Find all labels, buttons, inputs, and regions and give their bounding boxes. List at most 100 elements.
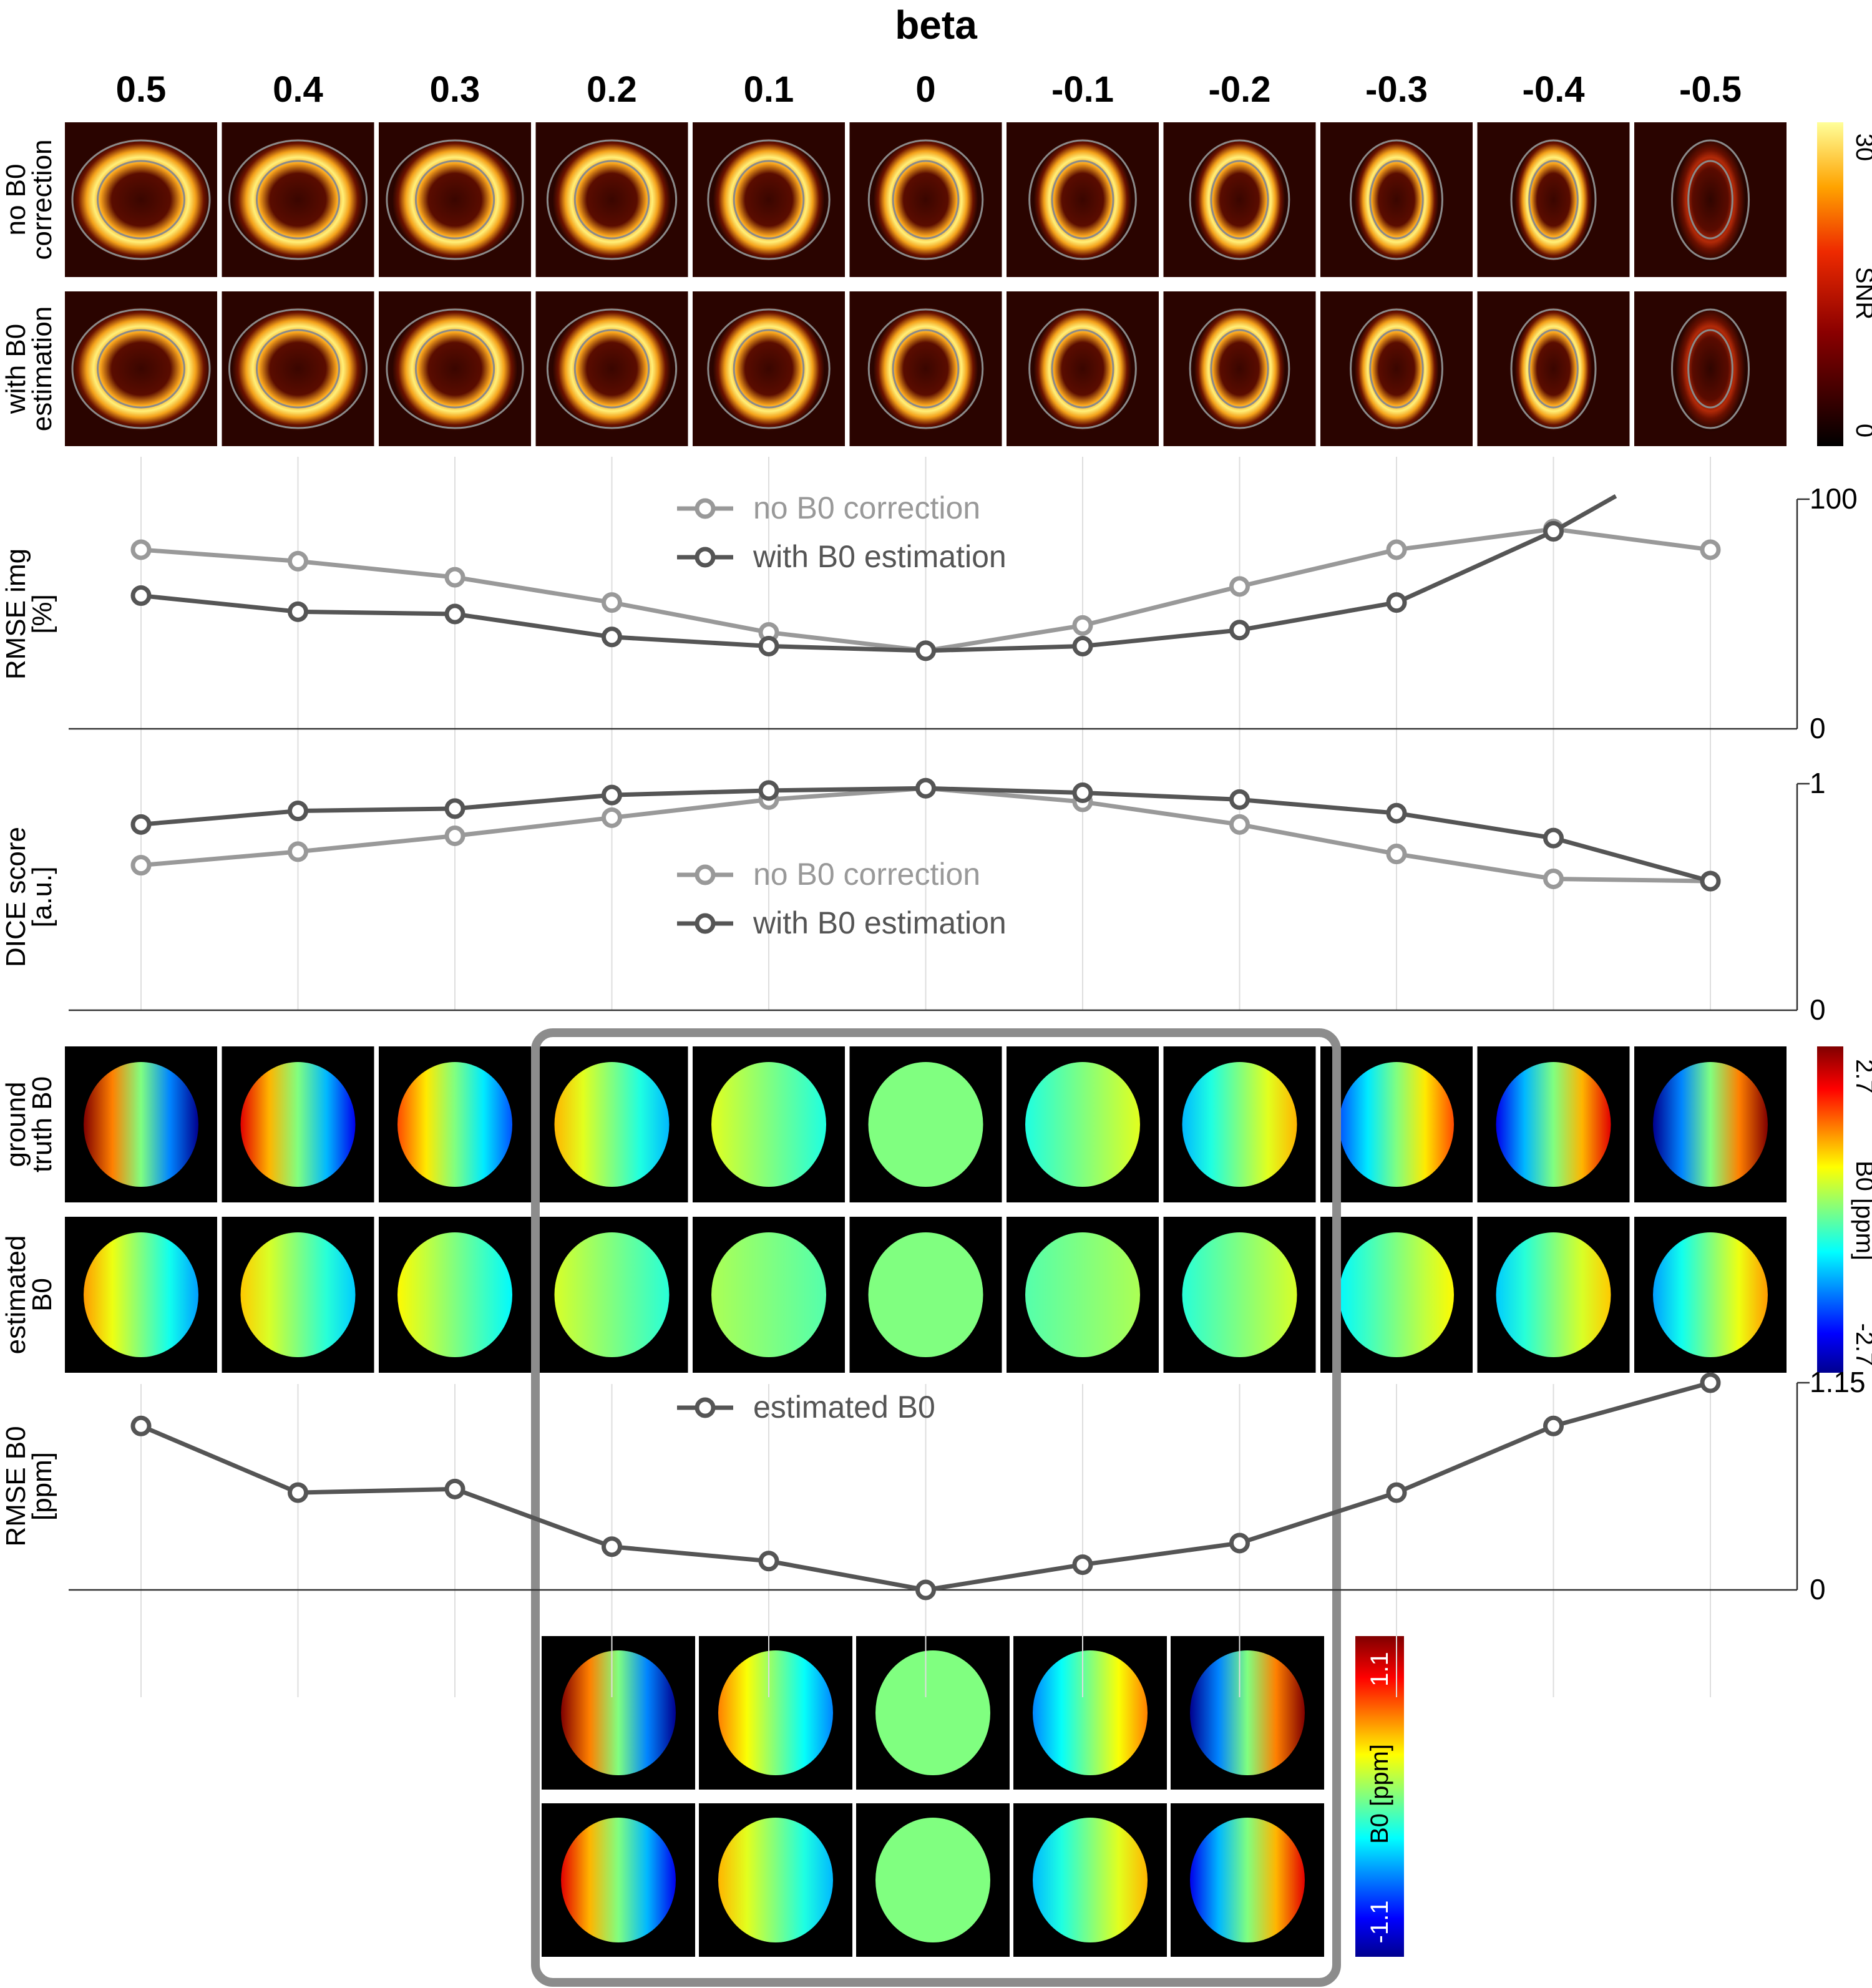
myocardium-contour: [1528, 329, 1579, 409]
outer-contour: [867, 139, 984, 260]
zoom-b0-disk: [875, 1818, 990, 1942]
b0-colorbar-min: -2.7: [1851, 1323, 1872, 1367]
outer-contour: [707, 139, 831, 260]
outer-contour: [1510, 139, 1597, 260]
legend-marker: [695, 498, 716, 519]
zoom-colorbar-min: -1.1: [1366, 1901, 1393, 1944]
beta-value-label: 0.5: [116, 69, 167, 110]
b0-disk: [1496, 1232, 1611, 1357]
legend-label: with B0 estimation: [753, 905, 1007, 940]
zoom-b0-disk: [718, 1818, 833, 1942]
data-point: [602, 592, 622, 613]
y-tick-label: 0: [1810, 1573, 1826, 1606]
y-tick-label: 0: [1810, 712, 1826, 744]
myocardium-contour: [1369, 329, 1424, 409]
data-point: [444, 798, 466, 819]
y-tick-label: 1.15: [1810, 1366, 1866, 1398]
data-point: [130, 855, 152, 876]
myocardium-contour: [573, 160, 650, 240]
beta-value-label: -0.3: [1365, 69, 1428, 110]
snr-colorbar: [1817, 122, 1843, 446]
data-point: [1229, 620, 1250, 641]
snr-ring: [392, 137, 518, 262]
data-point: [758, 636, 779, 657]
y-axis-label-line1: RMSE img: [1, 548, 31, 680]
y-tick-label: 0: [1810, 993, 1826, 1026]
b0-disk: [868, 1232, 983, 1357]
outer-contour: [546, 139, 678, 260]
b0-disk: [1496, 1062, 1611, 1187]
data-point: [444, 603, 466, 625]
b0-disk: [711, 1062, 826, 1187]
beta-value-label: 0.1: [744, 69, 794, 110]
b0-disk: [711, 1232, 826, 1357]
zoom-b0-disk: [561, 1818, 676, 1942]
snr-ring: [713, 137, 825, 262]
myocardium-contour: [1210, 160, 1269, 240]
outer-contour: [1028, 308, 1137, 429]
legend-label: no B0 correction: [753, 490, 980, 525]
myocardium-contour: [414, 160, 495, 240]
row-label-line2: correction: [27, 139, 57, 260]
b0-disk: [84, 1232, 198, 1357]
outer-contour: [228, 139, 368, 260]
data-point: [1072, 782, 1093, 804]
myocardium-contour: [1528, 160, 1579, 240]
zoom-b0-disk: [1033, 1650, 1148, 1775]
outer-contour: [71, 139, 211, 260]
beta-value-label: 0: [915, 69, 935, 110]
zoom-b0-disk: [561, 1650, 676, 1775]
row-label-line1: with B0: [1, 324, 31, 414]
outer-contour: [1350, 139, 1443, 260]
b0-disk: [554, 1062, 670, 1187]
data-point: [288, 550, 308, 572]
data-point: [288, 601, 308, 622]
myocardium-contour: [892, 329, 960, 409]
y-axis-label-line1: DICE score: [1, 827, 31, 967]
beta-title: beta: [895, 2, 977, 47]
row-label-line1: no B0: [1, 164, 31, 236]
legend-marker: [695, 913, 716, 934]
myocardium-contour: [1051, 160, 1114, 240]
outer-contour: [1350, 308, 1443, 429]
myocardium-contour: [573, 329, 650, 409]
b0-disk: [397, 1062, 512, 1187]
b0-disk: [240, 1062, 356, 1187]
data-point: [130, 1415, 152, 1436]
snr-ring: [873, 137, 978, 262]
outer-contour: [71, 308, 211, 429]
beta-value-label: -0.1: [1051, 69, 1114, 110]
data-point: [915, 1579, 936, 1601]
row-label-line2: truth B0: [27, 1076, 57, 1172]
outer-contour: [1028, 139, 1137, 260]
data-point: [602, 1536, 622, 1557]
outer-contour: [1670, 308, 1750, 429]
b0-disk: [1182, 1232, 1297, 1357]
data-point: [130, 585, 152, 607]
y-axis-label-line2: [ppm]: [27, 1452, 57, 1521]
data-point: [1700, 1372, 1721, 1393]
snr-ring: [1514, 137, 1592, 262]
snr-ring: [1675, 306, 1746, 431]
b0-disk: [240, 1232, 356, 1357]
data-point: [1229, 789, 1250, 810]
data-point: [602, 807, 622, 828]
myocardium-contour: [1687, 160, 1733, 240]
data-point: [130, 539, 152, 560]
b0-disk: [1025, 1232, 1140, 1357]
b0-colorbar-label: B0 [ppm]: [1851, 1161, 1872, 1260]
y-tick-label: 1: [1810, 767, 1826, 799]
zoom-colorbar-label: B0 [ppm]: [1366, 1744, 1393, 1844]
data-point: [1386, 1482, 1407, 1503]
beta-value-label: -0.4: [1523, 69, 1585, 110]
row-label-line2: estimation: [27, 306, 57, 432]
snr-ring: [552, 137, 671, 262]
b0-disk: [1339, 1062, 1454, 1187]
myocardium-contour: [97, 160, 185, 240]
myocardium-contour: [414, 329, 495, 409]
zoom-highlight-frame: [531, 1028, 1341, 1987]
data-point: [1229, 576, 1250, 597]
snr-ring: [1033, 137, 1132, 262]
beta-value-label: -0.2: [1209, 69, 1271, 110]
